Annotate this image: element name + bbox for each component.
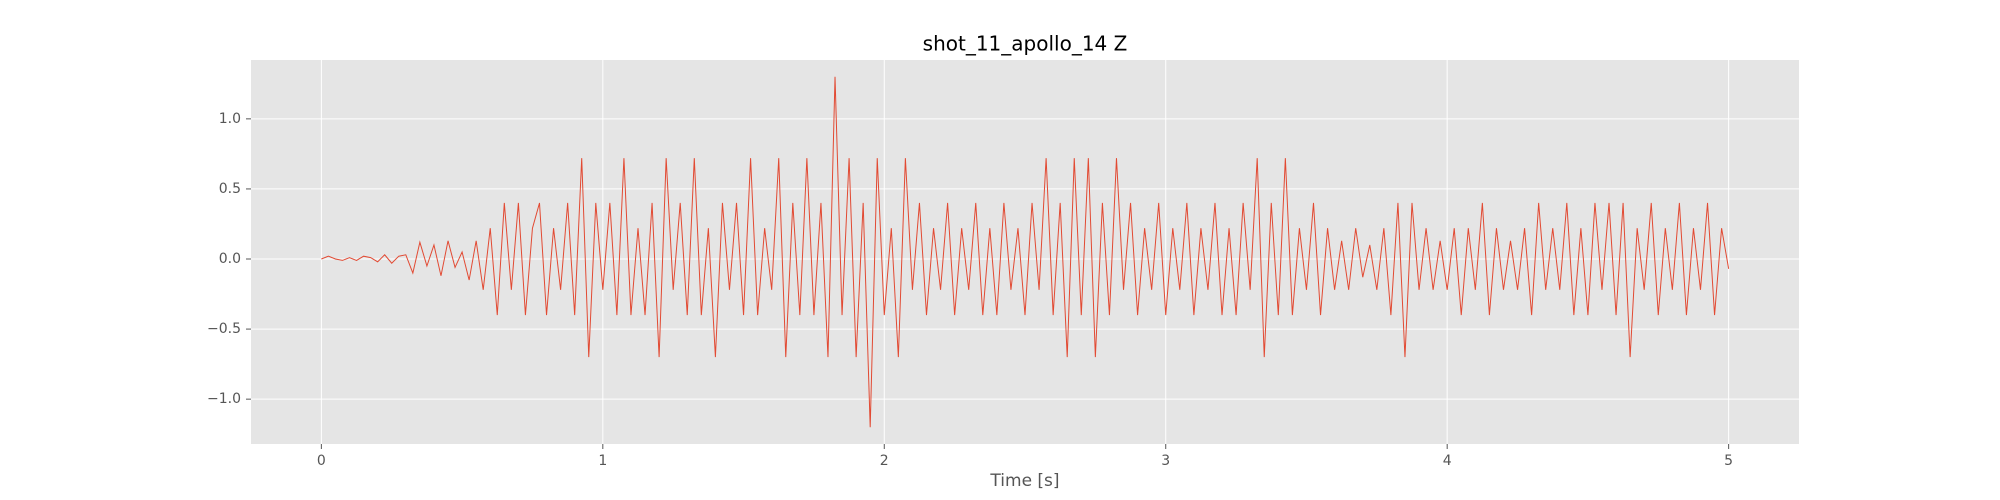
x-tick-label: 5 — [1724, 453, 1733, 469]
chart-title: shot_11_apollo_14 Z — [923, 32, 1128, 56]
x-tick-label: 2 — [880, 453, 889, 469]
x-tick-label: 4 — [1443, 453, 1452, 469]
y-tick-label: −1.0 — [207, 391, 241, 407]
signal-line — [321, 76, 1730, 428]
x-axis-label: Time [s] — [989, 471, 1059, 491]
x-tick-label: 3 — [1161, 453, 1170, 469]
y-tick-label: 0.0 — [219, 251, 241, 267]
plot-area — [251, 60, 1799, 444]
x-tick-label: 1 — [598, 453, 607, 469]
y-tick-label: −0.5 — [207, 321, 241, 337]
x-tick-label: 0 — [317, 453, 326, 469]
y-tick-label: 0.5 — [219, 181, 241, 197]
y-tick-label: 1.0 — [219, 111, 241, 127]
